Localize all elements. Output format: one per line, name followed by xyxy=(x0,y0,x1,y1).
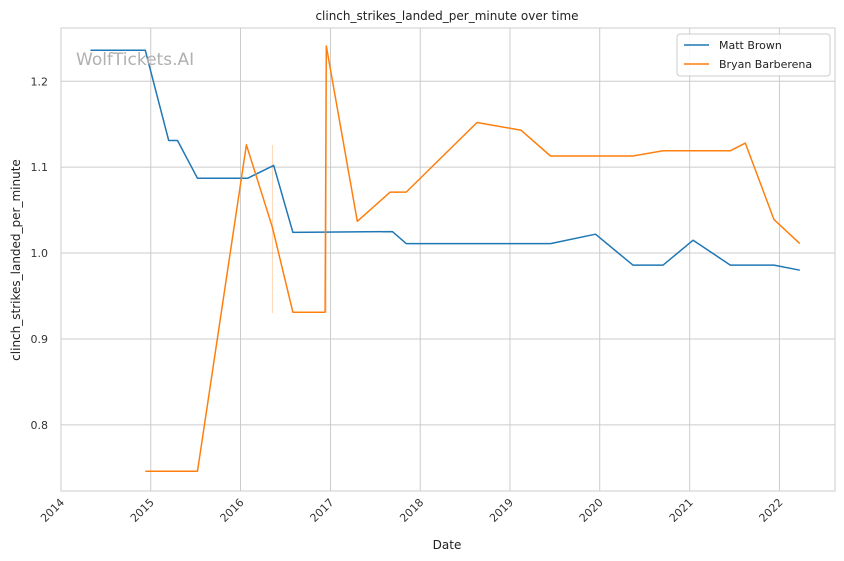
series-line-bryan-barberena xyxy=(145,45,801,472)
series-line-matt-brown xyxy=(90,49,800,271)
legend-label-matt-brown: Matt Brown xyxy=(719,39,782,52)
y-tick-label: 0.9 xyxy=(31,333,49,346)
y-tick-labels: 0.8 0.9 1.0 1.1 1.2 xyxy=(31,75,49,432)
grid-lines xyxy=(60,28,835,491)
legend-label-bryan-barberena: Bryan Barberena xyxy=(719,58,812,71)
y-tick-label: 0.8 xyxy=(31,419,49,432)
y-axis-label: clinch_strikes_landed_per_minute xyxy=(9,159,23,361)
x-axis-label: Date xyxy=(433,538,462,552)
legend-box xyxy=(676,33,831,77)
y-tick-label: 1.0 xyxy=(31,247,49,260)
plot-area xyxy=(60,27,836,492)
legend: Matt Brown Bryan Barberena xyxy=(676,33,831,77)
watermark: WolfTickets.AI xyxy=(76,50,194,70)
series-lines xyxy=(90,45,801,472)
y-tick-label: 1.1 xyxy=(31,161,49,174)
chart-title: clinch_strikes_landed_per_minute over ti… xyxy=(315,9,578,23)
y-tick-label: 1.2 xyxy=(31,75,49,88)
